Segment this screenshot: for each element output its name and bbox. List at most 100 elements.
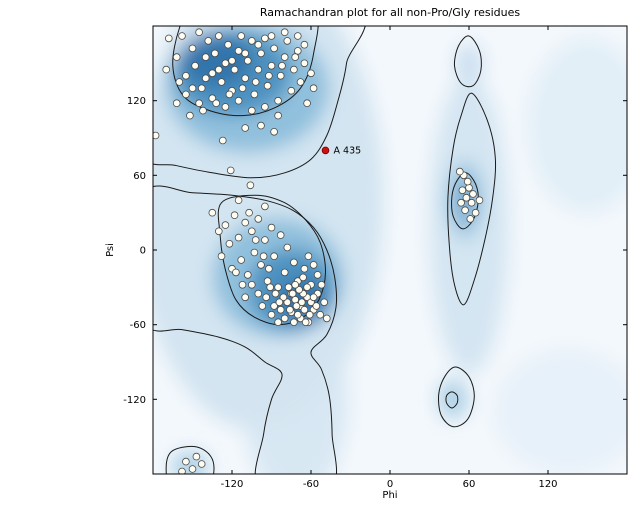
residue-point (258, 302, 267, 310)
residue-point (267, 32, 276, 40)
residue-point (312, 302, 321, 310)
residue-point (217, 252, 226, 261)
residue-point (465, 184, 473, 192)
residue-point (262, 293, 271, 302)
residue-point (208, 208, 217, 217)
residue-point (182, 90, 190, 99)
contour-bottom-right-outer (438, 366, 475, 428)
residue-point (254, 289, 263, 298)
residue-point (188, 44, 197, 53)
residue-point (244, 271, 252, 279)
residue-point (274, 111, 282, 120)
residue-point (224, 40, 232, 49)
residue-point (257, 121, 265, 130)
residue-point (250, 90, 259, 99)
axes-layer: -120 -60 0 60 120 -120 -60 0 60 120 (123, 25, 628, 490)
density-blob (179, 33, 254, 89)
residue-point (230, 211, 239, 220)
residue-point (241, 218, 250, 227)
residue-point (320, 298, 329, 307)
residue-point (471, 208, 480, 217)
residue-point (234, 47, 243, 55)
residue-point (307, 69, 315, 78)
residue-point (225, 90, 234, 99)
residue-point (461, 206, 469, 215)
residue-point (297, 298, 306, 307)
residue-point (270, 252, 278, 261)
contour-beta-outer (153, 26, 366, 179)
residue-point (192, 452, 201, 461)
residue-point (276, 231, 285, 239)
y-axis-label: Psi (105, 243, 116, 257)
residue-point (309, 293, 318, 302)
residue-point (257, 261, 265, 269)
residue-point (270, 302, 278, 310)
residue-point (241, 49, 250, 58)
residue-point (316, 310, 325, 319)
residue-point (300, 40, 309, 49)
residue-point (300, 59, 309, 68)
residue-point (254, 65, 263, 74)
residue-point (304, 252, 313, 261)
residue-point (261, 202, 269, 211)
residue-point (195, 28, 203, 37)
residue-point (172, 99, 181, 107)
residue-point (267, 223, 276, 232)
residue-point (292, 302, 301, 310)
residue-point (201, 74, 210, 83)
residue-point (162, 65, 171, 74)
residue-point (290, 65, 298, 74)
residue-point (217, 78, 226, 86)
residue-point (263, 81, 272, 90)
residue-point (265, 264, 273, 273)
residue-point (245, 208, 253, 217)
residue-point (225, 240, 234, 248)
residue-point (172, 53, 181, 61)
density-blob (455, 43, 483, 84)
x-tick-label: -120 (221, 479, 244, 490)
residue-point (299, 273, 307, 282)
residue-point (178, 32, 186, 40)
residue-point (267, 310, 276, 319)
residue-point (248, 280, 256, 289)
x-tick-label: 0 (387, 479, 393, 490)
y-tick-label: 60 (133, 171, 146, 182)
residue-point (178, 467, 186, 474)
residue-point (275, 298, 284, 307)
residue-point (270, 128, 278, 136)
residue-point (165, 34, 173, 43)
y-tick-label: 120 (127, 96, 146, 107)
highlight-residue-label: A 435 (334, 145, 362, 156)
residue-point (295, 285, 303, 294)
residue-point (188, 84, 197, 92)
residue-point (309, 84, 318, 92)
residue-point (208, 94, 217, 102)
residue-point (279, 293, 288, 302)
residue-point (467, 198, 476, 207)
residue-point (303, 283, 311, 292)
residue-point (296, 78, 305, 86)
residue-point (300, 264, 309, 273)
residue-point (322, 314, 331, 323)
residue-point (475, 196, 484, 205)
residue-point (301, 318, 310, 327)
residue-point (287, 86, 296, 95)
residue-point (244, 56, 252, 65)
residue-point (284, 283, 293, 292)
residue-point (221, 103, 230, 111)
residue-point (290, 318, 298, 327)
residue-point (241, 293, 250, 302)
residue-point (248, 106, 256, 115)
residue-point (241, 124, 250, 132)
residue-point (212, 99, 221, 107)
contour-bottom-left-small (165, 445, 215, 474)
residue-point (293, 32, 302, 40)
x-tick-label: -60 (303, 479, 319, 490)
residue-point (280, 28, 289, 37)
residue-point (291, 53, 300, 61)
density-blob (242, 299, 348, 474)
residue-point (458, 186, 467, 195)
residue-point (293, 310, 302, 319)
